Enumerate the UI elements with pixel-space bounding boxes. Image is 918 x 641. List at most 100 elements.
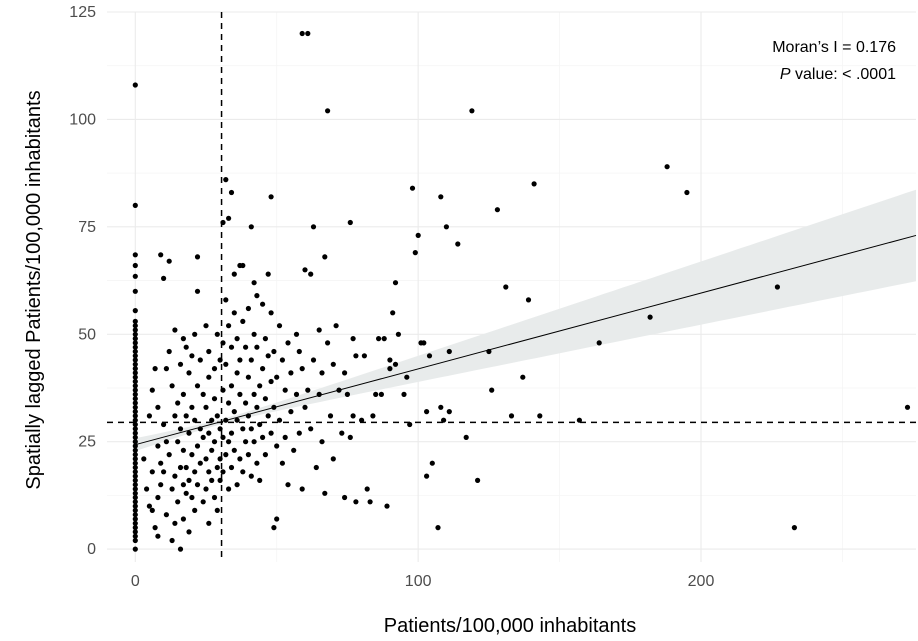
data-point	[268, 310, 274, 316]
data-point	[469, 108, 475, 114]
data-point	[446, 348, 452, 355]
data-point	[209, 447, 215, 453]
data-point	[429, 460, 435, 466]
data-point	[664, 164, 670, 170]
data-point	[486, 348, 492, 355]
y-tick-label: 0	[87, 541, 96, 558]
data-point	[243, 344, 249, 350]
data-point	[392, 361, 399, 367]
data-point	[155, 443, 161, 449]
data-point	[155, 494, 161, 501]
data-point	[271, 348, 277, 355]
data-point	[404, 374, 410, 380]
data-point	[276, 417, 283, 423]
data-point	[132, 400, 138, 406]
data-point	[132, 494, 138, 501]
data-point	[223, 297, 229, 303]
data-point	[226, 486, 232, 492]
data-point	[223, 177, 229, 183]
data-point	[132, 443, 138, 449]
data-point	[260, 301, 266, 307]
data-point	[132, 533, 138, 539]
data-point	[268, 378, 274, 385]
data-points	[132, 30, 911, 552]
data-point	[152, 366, 158, 372]
data-point	[257, 477, 263, 483]
data-point	[132, 490, 138, 496]
morans-i-label: Moran’s I = 0.176	[772, 39, 896, 56]
data-point	[192, 469, 198, 475]
data-point	[791, 525, 798, 531]
data-point	[342, 494, 348, 501]
data-point	[288, 409, 294, 415]
data-point	[132, 308, 138, 314]
data-point	[347, 219, 353, 226]
data-point	[409, 185, 416, 191]
data-point	[293, 391, 300, 397]
data-point	[132, 460, 138, 466]
data-point	[441, 417, 447, 423]
data-point	[163, 439, 169, 445]
data-point	[186, 370, 192, 376]
data-point	[254, 404, 260, 410]
data-point	[203, 456, 209, 462]
data-point	[132, 537, 138, 544]
data-point	[262, 336, 268, 342]
data-point	[503, 284, 509, 290]
x-axis-title: Patients/100,000 inhabitants	[384, 615, 636, 637]
data-point	[446, 409, 452, 415]
data-point	[161, 275, 167, 281]
data-point	[489, 387, 495, 393]
data-point	[166, 452, 172, 458]
data-point	[158, 460, 164, 466]
data-point	[226, 400, 232, 406]
data-point	[175, 439, 181, 445]
data-point	[251, 391, 257, 397]
data-point	[220, 219, 226, 226]
data-point	[206, 469, 212, 475]
data-point	[316, 391, 322, 397]
data-point	[169, 537, 175, 544]
data-point	[163, 512, 169, 518]
data-point	[194, 288, 201, 294]
data-point	[149, 507, 155, 513]
data-point	[197, 460, 203, 466]
data-point	[319, 439, 325, 445]
data-point	[220, 340, 226, 346]
data-point	[132, 499, 138, 505]
data-point	[194, 482, 201, 488]
data-point	[132, 391, 138, 397]
data-point	[254, 460, 260, 466]
data-point	[132, 512, 138, 518]
y-axis-ticks: 0 25 50 75 100 125	[69, 4, 96, 558]
data-point	[211, 366, 218, 372]
data-point	[438, 194, 444, 200]
data-point	[248, 426, 254, 432]
data-point	[132, 482, 138, 488]
data-point	[647, 314, 653, 320]
data-point	[149, 387, 155, 393]
data-point	[407, 421, 413, 428]
data-point	[186, 430, 192, 436]
y-tick-label: 125	[69, 4, 96, 21]
data-point	[325, 108, 331, 114]
data-point	[175, 499, 181, 505]
data-point	[234, 417, 240, 423]
data-point	[132, 353, 138, 359]
data-point	[155, 404, 161, 410]
data-point	[299, 30, 305, 37]
data-point	[316, 327, 322, 333]
data-point	[421, 340, 427, 346]
data-point	[274, 374, 280, 380]
data-point	[392, 280, 399, 286]
data-point	[132, 421, 138, 428]
data-point	[228, 464, 235, 471]
data-point	[189, 404, 195, 410]
y-tick-label: 25	[78, 434, 96, 451]
data-point	[183, 413, 189, 419]
data-point	[291, 447, 297, 453]
data-point	[305, 387, 311, 393]
data-point	[200, 434, 206, 440]
data-point	[203, 486, 209, 492]
